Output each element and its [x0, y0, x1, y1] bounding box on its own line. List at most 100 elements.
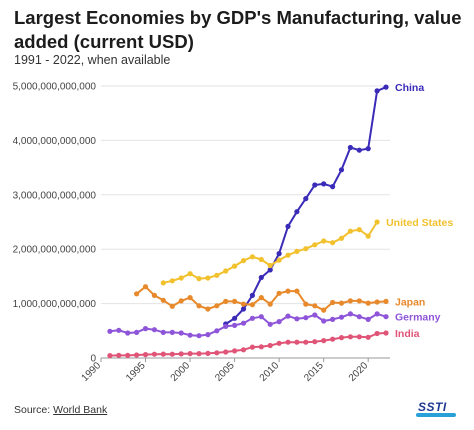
data-point-united-states	[187, 271, 193, 277]
data-point-japan	[374, 299, 380, 305]
data-point-germany	[276, 319, 282, 325]
data-point-germany	[160, 329, 166, 335]
data-point-india	[196, 351, 202, 357]
data-point-japan	[347, 298, 353, 304]
data-point-japan	[267, 301, 273, 307]
data-point-germany	[187, 332, 193, 338]
chart-subtitle: 1991 - 2022, when available	[14, 53, 171, 67]
x-tick-label: 2010	[258, 360, 282, 384]
data-point-china	[258, 274, 264, 281]
data-point-germany	[107, 328, 113, 334]
x-tick-label: 1995	[124, 360, 148, 384]
data-point-india	[365, 334, 371, 340]
data-point-japan	[240, 301, 247, 307]
data-point-germany	[374, 311, 380, 317]
series-line-germany	[109, 312, 387, 337]
data-point-china	[374, 88, 380, 94]
data-point-japan	[205, 306, 211, 312]
data-point-germany	[294, 316, 300, 322]
series-labels: China United States Japan Germany India	[386, 82, 453, 340]
data-point-germany	[125, 330, 131, 336]
data-point-india	[107, 353, 113, 359]
data-point-united-states	[214, 272, 220, 278]
data-point-germany	[169, 329, 175, 335]
y-tick-label: 4,000,000,000,000	[13, 136, 97, 147]
data-point-india	[205, 350, 211, 356]
source-link[interactable]: World Bank	[53, 404, 108, 416]
data-point-united-states	[338, 235, 345, 241]
grid-lines	[101, 85, 390, 359]
data-point-china	[267, 267, 273, 273]
x-tick-label: 2015	[302, 360, 326, 384]
series-line-united-states	[163, 221, 378, 284]
data-point-india	[187, 351, 193, 357]
data-point-india	[240, 347, 247, 353]
axes: 0 1,000,000,000,000 2,000,000,000,000 3,000…	[13, 82, 371, 384]
data-point-japan	[365, 300, 371, 306]
data-point-germany	[196, 333, 202, 339]
y-tick-label: 2,000,000,000,000	[13, 245, 97, 256]
data-point-india	[285, 339, 291, 345]
line-chart: 0 1,000,000,000,000 2,000,000,000,000 3,000…	[13, 82, 454, 384]
data-point-germany	[356, 314, 362, 320]
data-point-germany	[330, 316, 336, 322]
data-point-india	[134, 352, 140, 358]
data-point-united-states	[267, 262, 273, 269]
data-point-germany	[383, 314, 389, 320]
data-point-germany	[249, 315, 255, 321]
data-point-united-states	[330, 240, 336, 246]
data-point-india	[151, 351, 157, 357]
data-point-germany	[223, 323, 229, 329]
x-tick-label: 2005	[213, 360, 237, 384]
data-point-united-states	[249, 254, 255, 260]
data-point-india	[223, 349, 229, 355]
data-point-japan	[276, 290, 282, 296]
data-point-japan	[160, 297, 166, 303]
data-point-india	[303, 339, 309, 345]
data-point-united-states	[240, 258, 247, 264]
data-point-japan	[383, 298, 389, 304]
data-point-japan	[321, 307, 327, 313]
data-point-united-states	[160, 280, 166, 286]
data-point-united-states	[294, 248, 300, 254]
data-point-united-states	[356, 227, 362, 233]
x-tick-label: 1990	[80, 360, 104, 384]
data-point-germany	[347, 311, 353, 317]
data-point-united-states	[321, 238, 327, 244]
data-point-india	[330, 336, 336, 342]
source-prefix: Source:	[14, 404, 54, 416]
data-point-japan	[330, 299, 336, 306]
data-point-germany	[267, 321, 273, 327]
data-point-united-states	[276, 257, 282, 263]
source-note: Source: World Bank	[14, 404, 107, 416]
data-point-china	[276, 251, 282, 257]
data-point-india	[294, 339, 300, 345]
data-point-japan	[178, 298, 184, 304]
data-point-germany	[142, 326, 149, 332]
data-point-india	[321, 338, 327, 344]
data-point-india	[338, 335, 345, 341]
data-point-japan	[214, 303, 220, 309]
data-point-japan	[338, 300, 345, 306]
data-point-united-states	[258, 256, 264, 263]
data-point-united-states	[178, 275, 184, 281]
data-point-germany	[214, 328, 220, 334]
data-point-india	[267, 342, 273, 349]
series-line-india	[109, 332, 387, 357]
series-lines	[107, 84, 389, 359]
data-point-india	[356, 334, 362, 340]
series-label-germany: Germany	[395, 312, 441, 324]
data-point-china	[303, 196, 309, 202]
data-point-india	[169, 351, 175, 357]
y-tick-label: 1,000,000,000,000	[13, 299, 97, 310]
data-point-china	[338, 167, 345, 173]
data-point-united-states	[196, 276, 202, 282]
data-point-japan	[151, 292, 157, 298]
y-tick-label: 5,000,000,000,000	[13, 82, 97, 93]
data-point-germany	[240, 320, 247, 326]
data-point-japan	[232, 298, 238, 304]
data-point-japan	[196, 303, 202, 309]
data-point-united-states	[205, 275, 211, 281]
series-label-china: China	[395, 82, 424, 94]
